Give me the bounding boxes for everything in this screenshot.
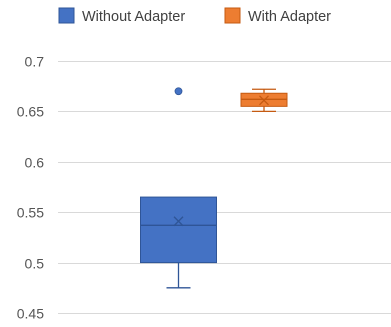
y-tick-label: 0.6 (25, 155, 45, 171)
mean-marker-stroke (259, 95, 269, 106)
box-iqr (140, 196, 217, 264)
y-axis: 0.45 0.5 0.55 0.6 0.65 0.7 (17, 54, 44, 322)
y-tick-label: 0.5 (25, 256, 45, 272)
y-tick-label: 0.45 (17, 306, 44, 322)
box-without-adapter (140, 87, 217, 289)
y-tick-label: 0.65 (17, 104, 44, 120)
gridlines (58, 61, 391, 314)
legend-label: With Adapter (248, 9, 331, 25)
series-layer (140, 87, 288, 289)
legend-swatch (224, 7, 241, 24)
mean-marker-stroke (173, 216, 184, 227)
mean-marker (259, 95, 269, 106)
y-tick-label: 0.55 (17, 205, 44, 221)
y-tick-label: 0.7 (25, 54, 45, 70)
legend: Without Adapter With Adapter (58, 7, 331, 25)
legend-label: Without Adapter (82, 9, 185, 25)
outlier-point (174, 87, 183, 96)
mean-marker (173, 216, 184, 227)
box-with-adapter (240, 88, 288, 113)
legend-swatch (58, 7, 75, 24)
